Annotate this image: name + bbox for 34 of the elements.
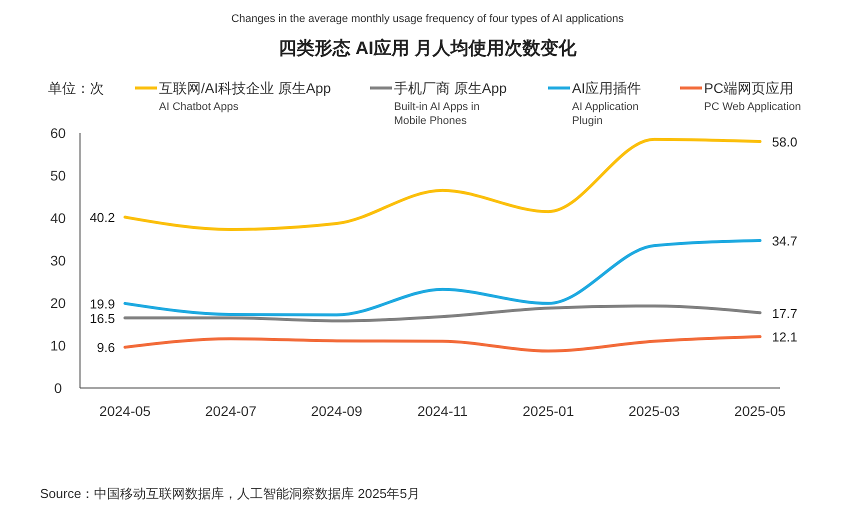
x-tick-label: 2025-01 <box>522 403 574 419</box>
y-tick-label: 20 <box>50 295 66 311</box>
y-tick-label: 10 <box>50 338 66 354</box>
chart-subtitle: Changes in the average monthly usage frequency of four types of AI applications <box>231 13 624 25</box>
y-tick-label: 50 <box>50 168 66 184</box>
y-tick-label: 0 <box>54 380 62 396</box>
x-tick-label: 2024-05 <box>99 403 151 419</box>
x-tick-label: 2024-09 <box>310 403 363 419</box>
chart-title: 四类形态 AI应用 月人均使用次数变化 <box>278 38 578 58</box>
legend-label: 互联网/AI科技企业 原生App AI Chatbot Apps <box>159 80 332 113</box>
y-tick-label: 40 <box>50 210 66 226</box>
x-tick-label: 2024-11 <box>417 403 468 419</box>
line-series <box>124 335 762 353</box>
x-tick-label: 2025-03 <box>628 403 680 419</box>
legend-label: 手机厂商 原生App Built-in AI Apps in Mobile Phones <box>394 80 508 127</box>
line-series <box>124 138 762 231</box>
source-note: Source：中国移动互联网数据库，人工智能洞察数据库 2025年5月 <box>40 486 420 501</box>
data-label: 17.7 <box>772 306 798 321</box>
data-label: 19.9 <box>90 296 115 312</box>
data-label: 40.2 <box>90 210 115 226</box>
data-label: 16.5 <box>90 310 115 326</box>
data-label: 9.6 <box>96 340 115 356</box>
y-axis-title: 单位：次 <box>48 80 104 96</box>
y-tick-label: 60 <box>50 125 66 141</box>
line-series <box>124 304 762 322</box>
x-tick-label: 2024-07 <box>205 403 257 419</box>
data-label: 12.1 <box>772 330 798 345</box>
line-series <box>124 239 762 316</box>
legend-label: AI应用插件 AI Application Plugin <box>572 80 642 127</box>
data-label: 58.0 <box>772 134 798 150</box>
y-tick-label: 30 <box>50 252 66 268</box>
data-label: 34.7 <box>772 234 798 249</box>
x-tick-label: 2025-05 <box>734 403 786 419</box>
legend-label: PC端网页应用 PC Web Application <box>704 80 802 113</box>
